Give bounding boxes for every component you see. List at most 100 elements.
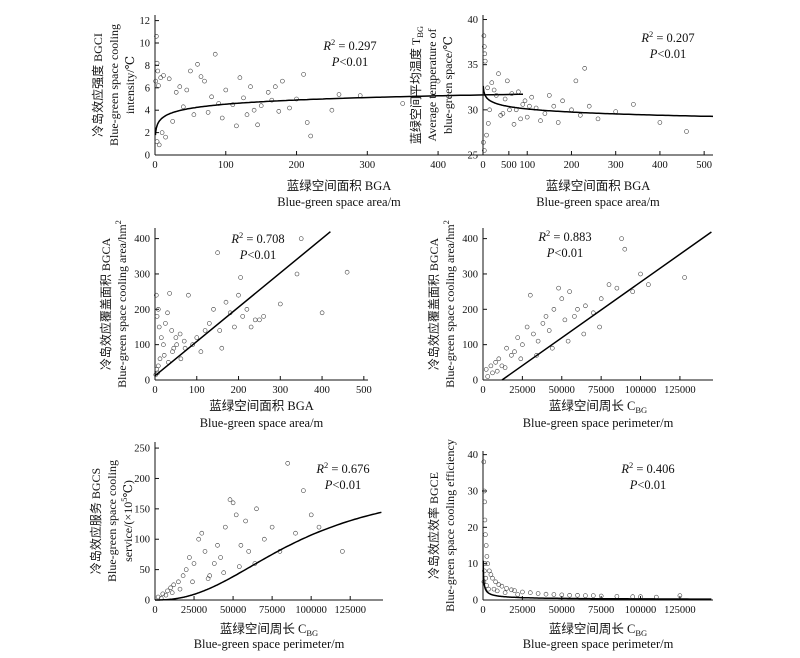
data-point bbox=[153, 78, 158, 84]
data-point bbox=[276, 109, 282, 114]
y-tick-label: 10 bbox=[140, 39, 151, 50]
data-point bbox=[244, 112, 250, 117]
data-point bbox=[542, 111, 548, 116]
data-point bbox=[163, 592, 169, 598]
data-point bbox=[489, 80, 495, 85]
data-point bbox=[657, 120, 663, 125]
x-axis-label-en: Blue-green space area/m bbox=[200, 416, 324, 430]
y-tick-label: 2 bbox=[145, 128, 150, 139]
data-point bbox=[562, 317, 568, 323]
r-squared-superscript: 2 bbox=[331, 37, 335, 47]
x-axis-label-cn: 蓝绿空间面积 BGA bbox=[209, 398, 314, 413]
data-point bbox=[559, 296, 565, 301]
y-tick-label: 100 bbox=[134, 340, 150, 351]
p-value: <0.01 bbox=[637, 478, 666, 492]
data-point bbox=[677, 593, 683, 598]
r-symbol: R bbox=[315, 462, 324, 476]
y-axis-label-line: Blue-green space cooling area/hm2 bbox=[113, 220, 129, 388]
data-point bbox=[186, 292, 191, 298]
data-point bbox=[159, 130, 165, 135]
data-point bbox=[180, 573, 186, 578]
data-point bbox=[484, 554, 490, 559]
data-point bbox=[435, 78, 441, 84]
data-point bbox=[319, 310, 325, 316]
data-point bbox=[515, 592, 520, 597]
data-point bbox=[481, 459, 487, 465]
data-point bbox=[512, 349, 517, 354]
data-point bbox=[565, 338, 571, 344]
data-point bbox=[165, 588, 170, 594]
data-point bbox=[191, 561, 197, 566]
data-point bbox=[194, 335, 200, 340]
x-axis-label-subscript: BG bbox=[635, 405, 647, 415]
r-squared-superscript: 2 bbox=[649, 29, 653, 39]
data-point bbox=[559, 592, 565, 598]
x-axis-label-cn: 蓝绿空间面积 BGA bbox=[546, 178, 651, 193]
data-point bbox=[167, 291, 172, 296]
r-symbol: R bbox=[322, 39, 331, 53]
x-tick-label: 400 bbox=[652, 160, 668, 171]
p-symbol: P bbox=[546, 246, 555, 260]
data-point bbox=[684, 129, 689, 134]
data-point bbox=[502, 590, 508, 595]
data-point bbox=[316, 524, 322, 530]
data-point bbox=[241, 95, 246, 101]
data-point bbox=[248, 324, 254, 330]
data-point bbox=[336, 92, 342, 97]
data-point bbox=[261, 314, 266, 319]
data-point bbox=[265, 90, 271, 95]
y-tick-label: 300 bbox=[134, 269, 150, 280]
y-axis-label-line: Blue-green space cooling area/hm2 bbox=[441, 220, 457, 388]
y-tick-label: 4 bbox=[145, 106, 151, 117]
data-point bbox=[170, 119, 175, 124]
x-tick-label: 75000 bbox=[259, 605, 285, 616]
data-point bbox=[160, 591, 166, 597]
y-tick-label: 8 bbox=[145, 61, 150, 72]
data-point bbox=[494, 93, 499, 98]
data-point bbox=[484, 132, 489, 138]
x-tick-label: 100 bbox=[218, 160, 234, 171]
x-tick-label: 25000 bbox=[509, 605, 535, 616]
y-axis-label-line: 冷岛效应覆盖面积 BGCA bbox=[98, 237, 113, 370]
x-tick-label: 0 bbox=[152, 605, 157, 616]
data-point bbox=[543, 591, 549, 597]
data-point bbox=[240, 314, 245, 319]
data-point bbox=[493, 579, 498, 585]
p-value-label: P<0.01 bbox=[239, 248, 277, 262]
data-point bbox=[329, 107, 335, 113]
x-tick-label: 75000 bbox=[588, 385, 614, 396]
x-axis-label-en: Blue-green space perimeter/m bbox=[523, 416, 674, 430]
data-point bbox=[509, 353, 514, 358]
p-symbol: P bbox=[649, 47, 658, 61]
data-point bbox=[582, 66, 587, 71]
data-point bbox=[211, 307, 216, 312]
data-point bbox=[183, 567, 189, 572]
x-tick-label: 500 bbox=[501, 160, 517, 171]
r-squared-value: = 0.297 bbox=[335, 39, 376, 53]
y-tick-label: 10 bbox=[468, 559, 479, 570]
x-tick-label: 0 bbox=[480, 160, 485, 171]
data-point bbox=[190, 579, 195, 585]
x-tick-label: 0 bbox=[152, 385, 157, 396]
data-point bbox=[490, 575, 495, 581]
x-axis-label-cn: 蓝绿空间周长 CBG bbox=[220, 621, 318, 638]
data-point bbox=[287, 105, 292, 111]
data-point bbox=[502, 365, 508, 370]
y-tick-label: 200 bbox=[462, 305, 478, 316]
data-point bbox=[156, 363, 161, 369]
data-point bbox=[527, 103, 532, 109]
x-tick-label: 50000 bbox=[549, 605, 575, 616]
r-symbol: R bbox=[620, 462, 629, 476]
data-point bbox=[482, 517, 488, 523]
data-point bbox=[156, 142, 162, 148]
x-axis-label-cn: 蓝绿空间周长 CBG bbox=[549, 621, 647, 638]
data-point bbox=[494, 588, 500, 594]
data-point bbox=[215, 543, 220, 548]
r-squared-label: R2 = 0.297 bbox=[322, 37, 376, 53]
data-point bbox=[485, 85, 490, 91]
data-point bbox=[487, 107, 492, 113]
r-squared-value: = 0.676 bbox=[328, 462, 369, 476]
data-point bbox=[188, 68, 193, 74]
r-squared-value: = 0.883 bbox=[550, 230, 591, 244]
